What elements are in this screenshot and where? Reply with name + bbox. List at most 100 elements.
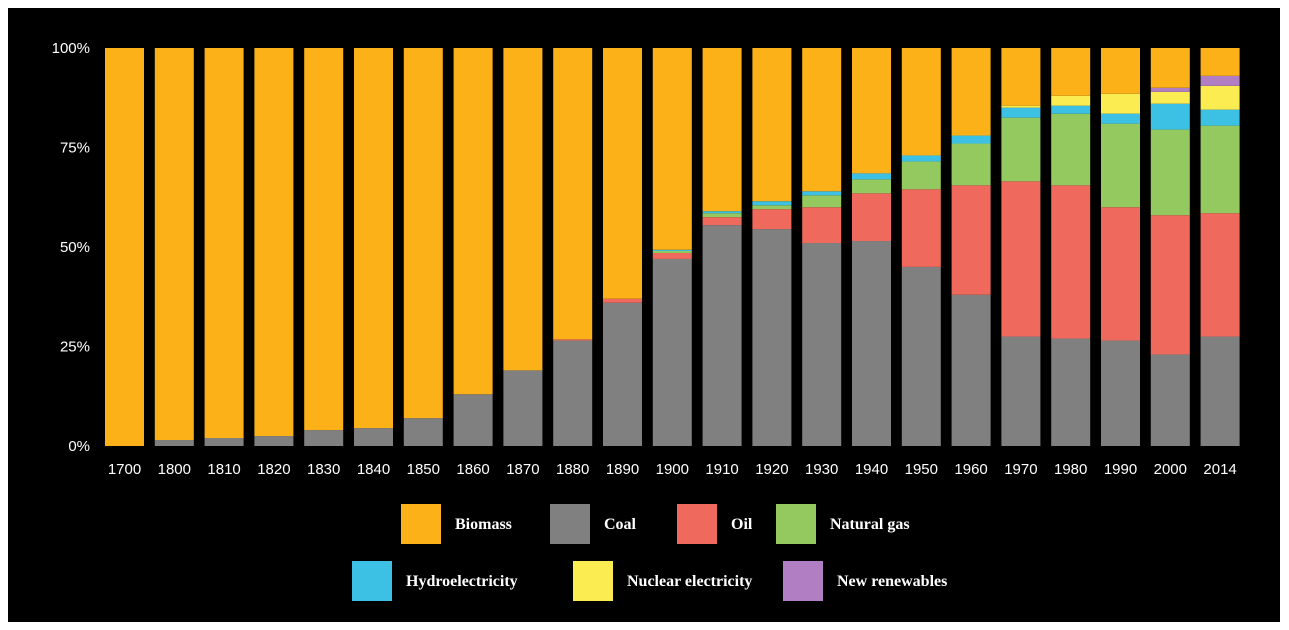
x-tick-label: 1940 [855, 461, 888, 478]
bar-segment-biomass-1950 [901, 48, 941, 156]
x-tick-label: 1820 [257, 461, 290, 478]
bar-segment-coal-1920 [752, 229, 792, 446]
bar-segment-oil-2000 [1150, 215, 1190, 355]
bar-segment-natural-gas-1960 [951, 143, 991, 186]
legend-item-hydroelectricity: Hydroelectricity [352, 561, 518, 601]
legend-label: Nuclear electricity [627, 573, 752, 590]
x-tick-label: 1810 [207, 461, 240, 478]
x-tick-label: 1990 [1104, 461, 1137, 478]
bar-segment-nuclear-electricity-1980 [1051, 95, 1091, 106]
bar-segment-biomass-1700 [105, 48, 144, 446]
bar-segment-nuclear-electricity-2000 [1150, 91, 1190, 104]
bar-segment-biomass-1990 [1101, 48, 1140, 94]
bar-segment-coal-1940 [852, 241, 891, 446]
bar-segment-oil-1990 [1101, 207, 1140, 341]
bar-segment-coal-2000 [1150, 354, 1190, 446]
bar-segment-coal-1980 [1051, 338, 1091, 446]
bar-segment-hydroelectricity-2014 [1200, 109, 1240, 126]
x-tick-label: 1700 [108, 461, 141, 478]
bar-segment-hydroelectricity-1930 [802, 191, 842, 196]
legend-swatch-new-renewables [783, 561, 823, 601]
x-tick-label: 1870 [506, 461, 539, 478]
y-tick-label: 75% [60, 140, 90, 157]
bar-segment-biomass-1820 [254, 48, 294, 437]
bar-segment-coal-1870 [503, 370, 543, 446]
x-tick-label: 1970 [1004, 461, 1037, 478]
bar-segment-nuclear-electricity-2014 [1200, 85, 1240, 110]
y-tick-label: 50% [60, 239, 90, 256]
bar-segment-coal-1900 [652, 258, 692, 446]
x-tick-label: 1910 [705, 461, 738, 478]
bar-segment-biomass-1920 [752, 48, 792, 202]
bar-segment-natural-gas-1950 [901, 161, 941, 190]
bar-segment-oil-1950 [901, 189, 941, 267]
bar-segment-coal-1880 [553, 340, 593, 446]
bar-segment-hydroelectricity-1990 [1101, 113, 1140, 124]
legend-swatch-coal [550, 504, 590, 544]
legend-label: Natural gas [830, 516, 910, 533]
bar-segment-biomass-2014 [1200, 48, 1240, 76]
bar-segment-biomass-1910 [702, 48, 742, 212]
bar-segment-natural-gas-1930 [802, 195, 842, 208]
legend-item-oil: Oil [677, 504, 753, 544]
bar-segment-coal-2014 [1200, 336, 1240, 446]
x-tick-label: 2000 [1154, 461, 1187, 478]
legend-swatch-nuclear-electricity [573, 561, 613, 601]
bar-segment-natural-gas-1970 [1001, 117, 1041, 182]
bar-segment-biomass-2000 [1150, 48, 1190, 88]
legend-swatch-hydroelectricity [352, 561, 392, 601]
bar-segment-coal-1970 [1001, 336, 1041, 446]
legend: Biomass Coal Oil Natural gas Hydroelectricit… [352, 504, 947, 601]
legend-swatch-biomass [401, 504, 441, 544]
bar-segment-biomass-1880 [553, 48, 593, 340]
legend-swatch-natural-gas [776, 504, 816, 544]
bar-segment-natural-gas-1920 [752, 205, 792, 210]
legend-label: Oil [731, 516, 753, 533]
bar-segment-hydroelectricity-1920 [752, 201, 792, 206]
bar-segment-coal-1950 [901, 266, 941, 446]
bar-segment-hydroelectricity-1950 [901, 155, 941, 162]
bar-segment-oil-1940 [852, 193, 891, 242]
bar-segment-oil-1880 [553, 339, 593, 341]
bar-segment-biomass-1870 [503, 48, 543, 371]
stacked-bar-chart: 0% 25% 50% 75% 100% 1700 1800 1810 1820 1830 1840… [52, 40, 1240, 601]
x-tick-label: 1850 [407, 461, 440, 478]
bar-segment-hydroelectricity-1960 [951, 135, 991, 144]
x-tick-label: 1960 [954, 461, 987, 478]
bar-segment-hydroelectricity-1970 [1001, 107, 1041, 118]
bar-segment-biomass-1980 [1051, 48, 1091, 96]
bar-segment-biomass-1800 [154, 48, 194, 441]
legend-label: Coal [604, 516, 637, 533]
bar-segment-oil-1980 [1051, 185, 1091, 339]
x-tick-label: 1800 [158, 461, 191, 478]
y-tick-label: 100% [52, 40, 90, 57]
bar-segment-hydroelectricity-2000 [1150, 103, 1190, 130]
bar-segment-natural-gas-2014 [1200, 125, 1240, 214]
bar-segment-hydroelectricity-1910 [702, 211, 742, 214]
bar-segment-oil-1920 [752, 209, 792, 230]
bar-segment-oil-1970 [1001, 181, 1041, 337]
bar-segment-coal-1850 [403, 418, 443, 446]
legend-label: Biomass [455, 516, 512, 533]
bar-segment-coal-1910 [702, 225, 742, 446]
legend-label: Hydroelectricity [406, 573, 518, 590]
bar-segment-biomass-1960 [951, 48, 991, 136]
bar-segment-natural-gas-1990 [1101, 123, 1140, 208]
bars [105, 48, 1240, 446]
x-tick-label: 1950 [905, 461, 938, 478]
bar-segment-new-renewables-2000 [1150, 87, 1190, 92]
legend-swatch-oil [677, 504, 717, 544]
bar-segment-natural-gas-1900 [652, 250, 692, 253]
bar-segment-biomass-1890 [603, 48, 642, 299]
bar-segment-biomass-1840 [354, 48, 393, 429]
y-tick-label: 25% [60, 339, 90, 356]
bar-segment-biomass-1810 [204, 48, 244, 439]
x-tick-label: 1890 [606, 461, 639, 478]
x-tick-label: 1920 [755, 461, 788, 478]
bar-segment-biomass-1930 [802, 48, 842, 192]
chart-frame: 0% 25% 50% 75% 100% 1700 1800 1810 1820 1830 1840… [8, 8, 1280, 622]
bar-segment-biomass-1900 [652, 48, 692, 250]
bar-segment-coal-1810 [204, 438, 244, 446]
bar-segment-oil-1910 [702, 217, 742, 226]
bar-segment-natural-gas-1940 [852, 179, 891, 194]
